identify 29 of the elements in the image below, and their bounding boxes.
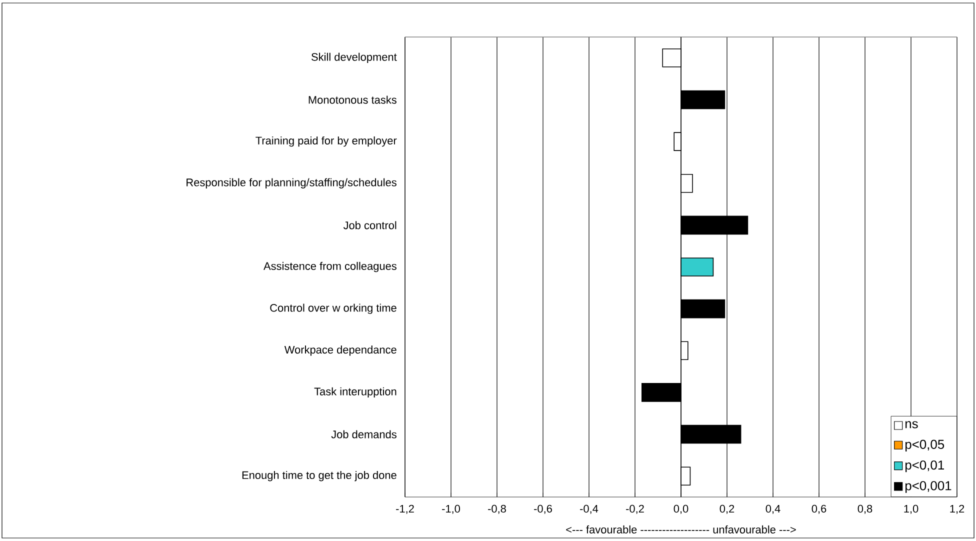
x-tick-label: -0,8 xyxy=(488,504,506,514)
legend-label: p<0,001 xyxy=(905,481,952,493)
x-tick-label: 0,8 xyxy=(858,504,872,514)
y-tick-label: Job demands xyxy=(331,430,396,438)
y-tick-label: Assistence from colleagues xyxy=(264,262,396,272)
x-tick-label: -1,2 xyxy=(396,504,414,514)
x-tick-label: 0,4 xyxy=(766,504,780,514)
y-tick-label: Monotonous tasks xyxy=(308,96,396,104)
legend-label: p<0,01 xyxy=(905,460,944,472)
x-tick-label: -0,2 xyxy=(626,504,644,514)
y-tick-label: Enough time to get the job done xyxy=(242,470,396,482)
y-tick-label: Skill development xyxy=(312,52,397,64)
y-tick-label: Control over w orking time xyxy=(270,304,396,314)
x-tick-label: 0,2 xyxy=(720,504,734,514)
y-tick-label: Responsible for planning/staffing/schedules xyxy=(186,178,396,188)
x-tick-label: 1,0 xyxy=(904,504,918,514)
x-tick-label: -0,6 xyxy=(534,504,552,514)
x-axis-title: <--- favourable ------------------- unfavourable ---> xyxy=(566,525,796,534)
x-tick-label: -0,4 xyxy=(580,504,598,514)
y-tick-label: Task interupption xyxy=(314,387,396,398)
x-tick-label: -1,0 xyxy=(442,504,460,514)
y-tick-label: Workpace dependance xyxy=(284,346,396,356)
x-tick-label: 0,0 xyxy=(674,504,688,514)
y-tick-label: Training paid for by employer xyxy=(256,136,397,147)
x-tick-label: 0,6 xyxy=(812,504,826,514)
y-tick-label: Job control xyxy=(343,221,396,230)
x-tick-label: 1,2 xyxy=(950,504,964,514)
legend-label: p<0,05 xyxy=(905,440,944,452)
legend-label: ns xyxy=(906,421,918,428)
